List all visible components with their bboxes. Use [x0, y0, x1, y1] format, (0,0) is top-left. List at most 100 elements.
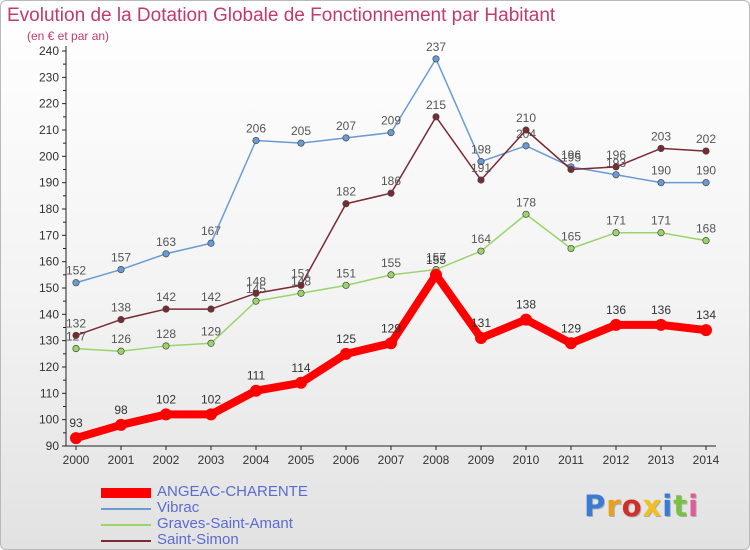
- y-tick-label: 170: [39, 228, 59, 242]
- data-point: [702, 147, 710, 155]
- data-point: [477, 176, 485, 184]
- data-label: 151: [336, 266, 356, 280]
- data-label: 129: [381, 321, 401, 335]
- data-point: [72, 345, 80, 353]
- data-label: 157: [111, 251, 131, 265]
- data-label: 134: [696, 308, 716, 322]
- y-tick-label: 160: [39, 255, 59, 269]
- data-point: [520, 313, 532, 326]
- data-point: [702, 179, 710, 187]
- y-tick-label: 190: [39, 176, 59, 190]
- data-point: [117, 266, 125, 274]
- legend-swatch: [101, 540, 151, 542]
- legend-swatch: [101, 508, 151, 510]
- data-point: [522, 126, 530, 134]
- data-label: 136: [651, 303, 671, 317]
- data-label: 178: [516, 195, 536, 209]
- data-point: [117, 347, 125, 355]
- data-label: 164: [471, 232, 491, 246]
- data-point: [252, 289, 260, 297]
- data-point: [387, 189, 395, 197]
- data-point: [612, 171, 620, 179]
- data-label: 171: [651, 214, 671, 228]
- data-point: [162, 305, 170, 313]
- proxiti-logo: Proxiti: [584, 489, 699, 523]
- data-point: [565, 337, 577, 350]
- data-point: [610, 318, 622, 331]
- data-point: [612, 229, 620, 237]
- data-point: [657, 144, 665, 152]
- y-tick-label: 240: [39, 44, 59, 58]
- chart-subtitle: (en € et par an): [27, 29, 110, 43]
- data-label: 138: [516, 298, 536, 312]
- data-point: [340, 347, 352, 360]
- legend-label: Vibrac: [157, 499, 200, 516]
- data-label: 132: [66, 316, 86, 330]
- data-label: 171: [606, 214, 626, 228]
- data-point: [475, 332, 487, 345]
- x-tick-label: 2013: [648, 453, 675, 467]
- x-tick-label: 2007: [378, 453, 405, 467]
- data-point: [612, 163, 620, 171]
- data-label: 102: [201, 392, 221, 406]
- x-tick-label: 2006: [333, 453, 360, 467]
- data-point: [252, 297, 260, 305]
- data-point: [70, 432, 82, 445]
- data-point: [700, 324, 712, 337]
- data-label: 195: [561, 151, 581, 165]
- series-line: [75, 58, 706, 284]
- legend-swatch: [101, 524, 151, 526]
- y-tick-label: 150: [39, 281, 59, 295]
- data-label: 196: [606, 148, 626, 162]
- data-label: 155: [426, 253, 446, 267]
- data-label: 165: [561, 230, 581, 244]
- data-point: [430, 268, 442, 281]
- data-point: [297, 289, 305, 297]
- data-label: 129: [561, 321, 581, 335]
- data-label: 206: [246, 122, 266, 136]
- x-tick-label: 2012: [603, 453, 630, 467]
- data-point: [702, 237, 710, 245]
- data-point: [252, 136, 260, 145]
- data-label: 190: [696, 164, 716, 178]
- y-tick-label: 90: [46, 439, 60, 453]
- y-tick-label: 100: [39, 413, 59, 427]
- data-point: [567, 244, 575, 253]
- y-tick-label: 220: [39, 97, 59, 111]
- data-label: 142: [201, 290, 221, 304]
- data-point: [522, 210, 530, 218]
- data-label: 191: [471, 161, 491, 175]
- x-tick-label: 2005: [288, 453, 315, 467]
- data-label: 210: [516, 111, 536, 125]
- data-label: 131: [471, 316, 491, 330]
- logo-letter: P: [584, 489, 607, 523]
- data-label: 152: [66, 264, 86, 278]
- data-point: [117, 316, 125, 324]
- data-label: 126: [111, 332, 131, 346]
- data-label: 186: [381, 174, 401, 188]
- data-label: 203: [651, 129, 671, 143]
- x-tick-label: 2003: [198, 453, 225, 467]
- data-label: 209: [381, 114, 401, 128]
- y-tick-label: 110: [40, 386, 59, 400]
- y-tick-label: 130: [39, 334, 59, 348]
- data-label: 193: [606, 156, 626, 170]
- data-point: [387, 271, 395, 279]
- data-point: [72, 279, 80, 287]
- data-label: 93: [69, 416, 83, 430]
- data-label: 155: [381, 256, 401, 270]
- y-tick-label: 180: [39, 202, 59, 216]
- data-point: [162, 342, 170, 350]
- data-label: 168: [696, 222, 716, 236]
- data-label: 102: [156, 392, 176, 406]
- data-label: 136: [606, 303, 626, 317]
- data-label: 163: [156, 235, 176, 249]
- x-tick-label: 2002: [153, 453, 180, 467]
- y-tick-label: 200: [39, 149, 59, 163]
- legend-swatch: [101, 488, 151, 498]
- y-tick-label: 230: [39, 70, 59, 84]
- data-point: [160, 408, 172, 421]
- y-tick-label: 120: [39, 360, 59, 374]
